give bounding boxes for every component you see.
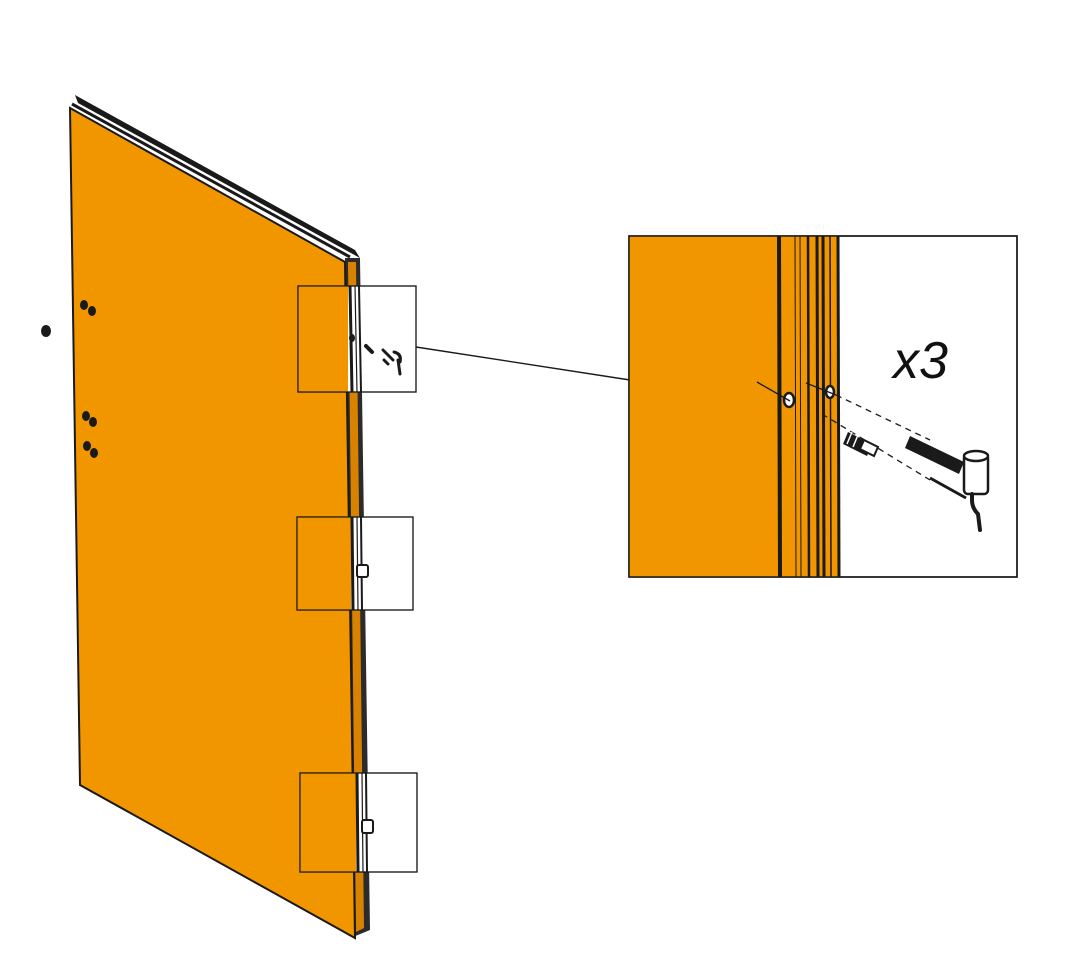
fixing-cap-1 [80,300,96,316]
hinge-pin-mounted-icon [356,564,369,578]
loose-cap [41,325,51,337]
hinge-position-bottom [299,772,418,873]
hinge-position-middle [296,516,414,611]
hinge-position-top [297,285,417,393]
door-top-highlight [71,102,351,259]
hinge-screw-icon [843,431,880,458]
hinge-pin-mounted-icon [361,819,374,834]
fixing-cap-3 [83,441,98,458]
detail-callout: x3 [628,235,1018,578]
hinge-pin-icon [905,436,990,532]
assembly-axis-lines [756,381,931,481]
door-top-edge [75,95,360,258]
detail-panel-face [629,236,779,577]
detail-edge-lines [777,235,841,578]
quantity-label: x3 [890,332,948,390]
door-face [68,106,357,940]
hinge-pin-small-icon [349,334,402,376]
callout-leader-line [415,346,631,381]
face-fixings [41,300,98,458]
fixing-cap-2 [82,411,97,427]
